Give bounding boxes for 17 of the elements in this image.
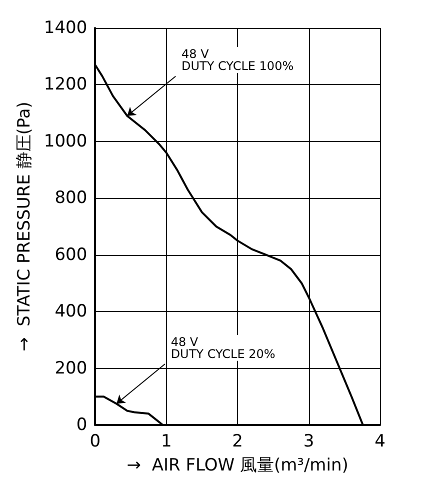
x-axis-title: → AIR FLOW 風量(m³/min) (126, 456, 348, 476)
y-tick-label: 200 (54, 358, 88, 378)
x-tick-label: 2 (232, 432, 243, 452)
annotation: 48 V DUTY CYCLE 20% (170, 334, 276, 361)
y-tick-label: 600 (54, 244, 88, 265)
y-tick-label: 1400 (44, 18, 88, 38)
x-tick-label: 3 (303, 432, 314, 452)
x-tick-label: 0 (90, 432, 101, 452)
x-tick-label: 4 (374, 432, 386, 452)
y-tick-label: 0 (76, 415, 88, 435)
y-tick-label: 1000 (44, 131, 88, 152)
annotation: 48 V DUTY CYCLE 100% (181, 47, 294, 74)
y-tick-label: 400 (54, 302, 88, 322)
x-tick-label: 1 (160, 432, 172, 452)
y-tick-label: 1200 (44, 74, 88, 95)
y-tick-label: 800 (54, 188, 88, 208)
y-axis-title: → STATIC PRESSURE 静圧(Pa) (14, 102, 34, 352)
